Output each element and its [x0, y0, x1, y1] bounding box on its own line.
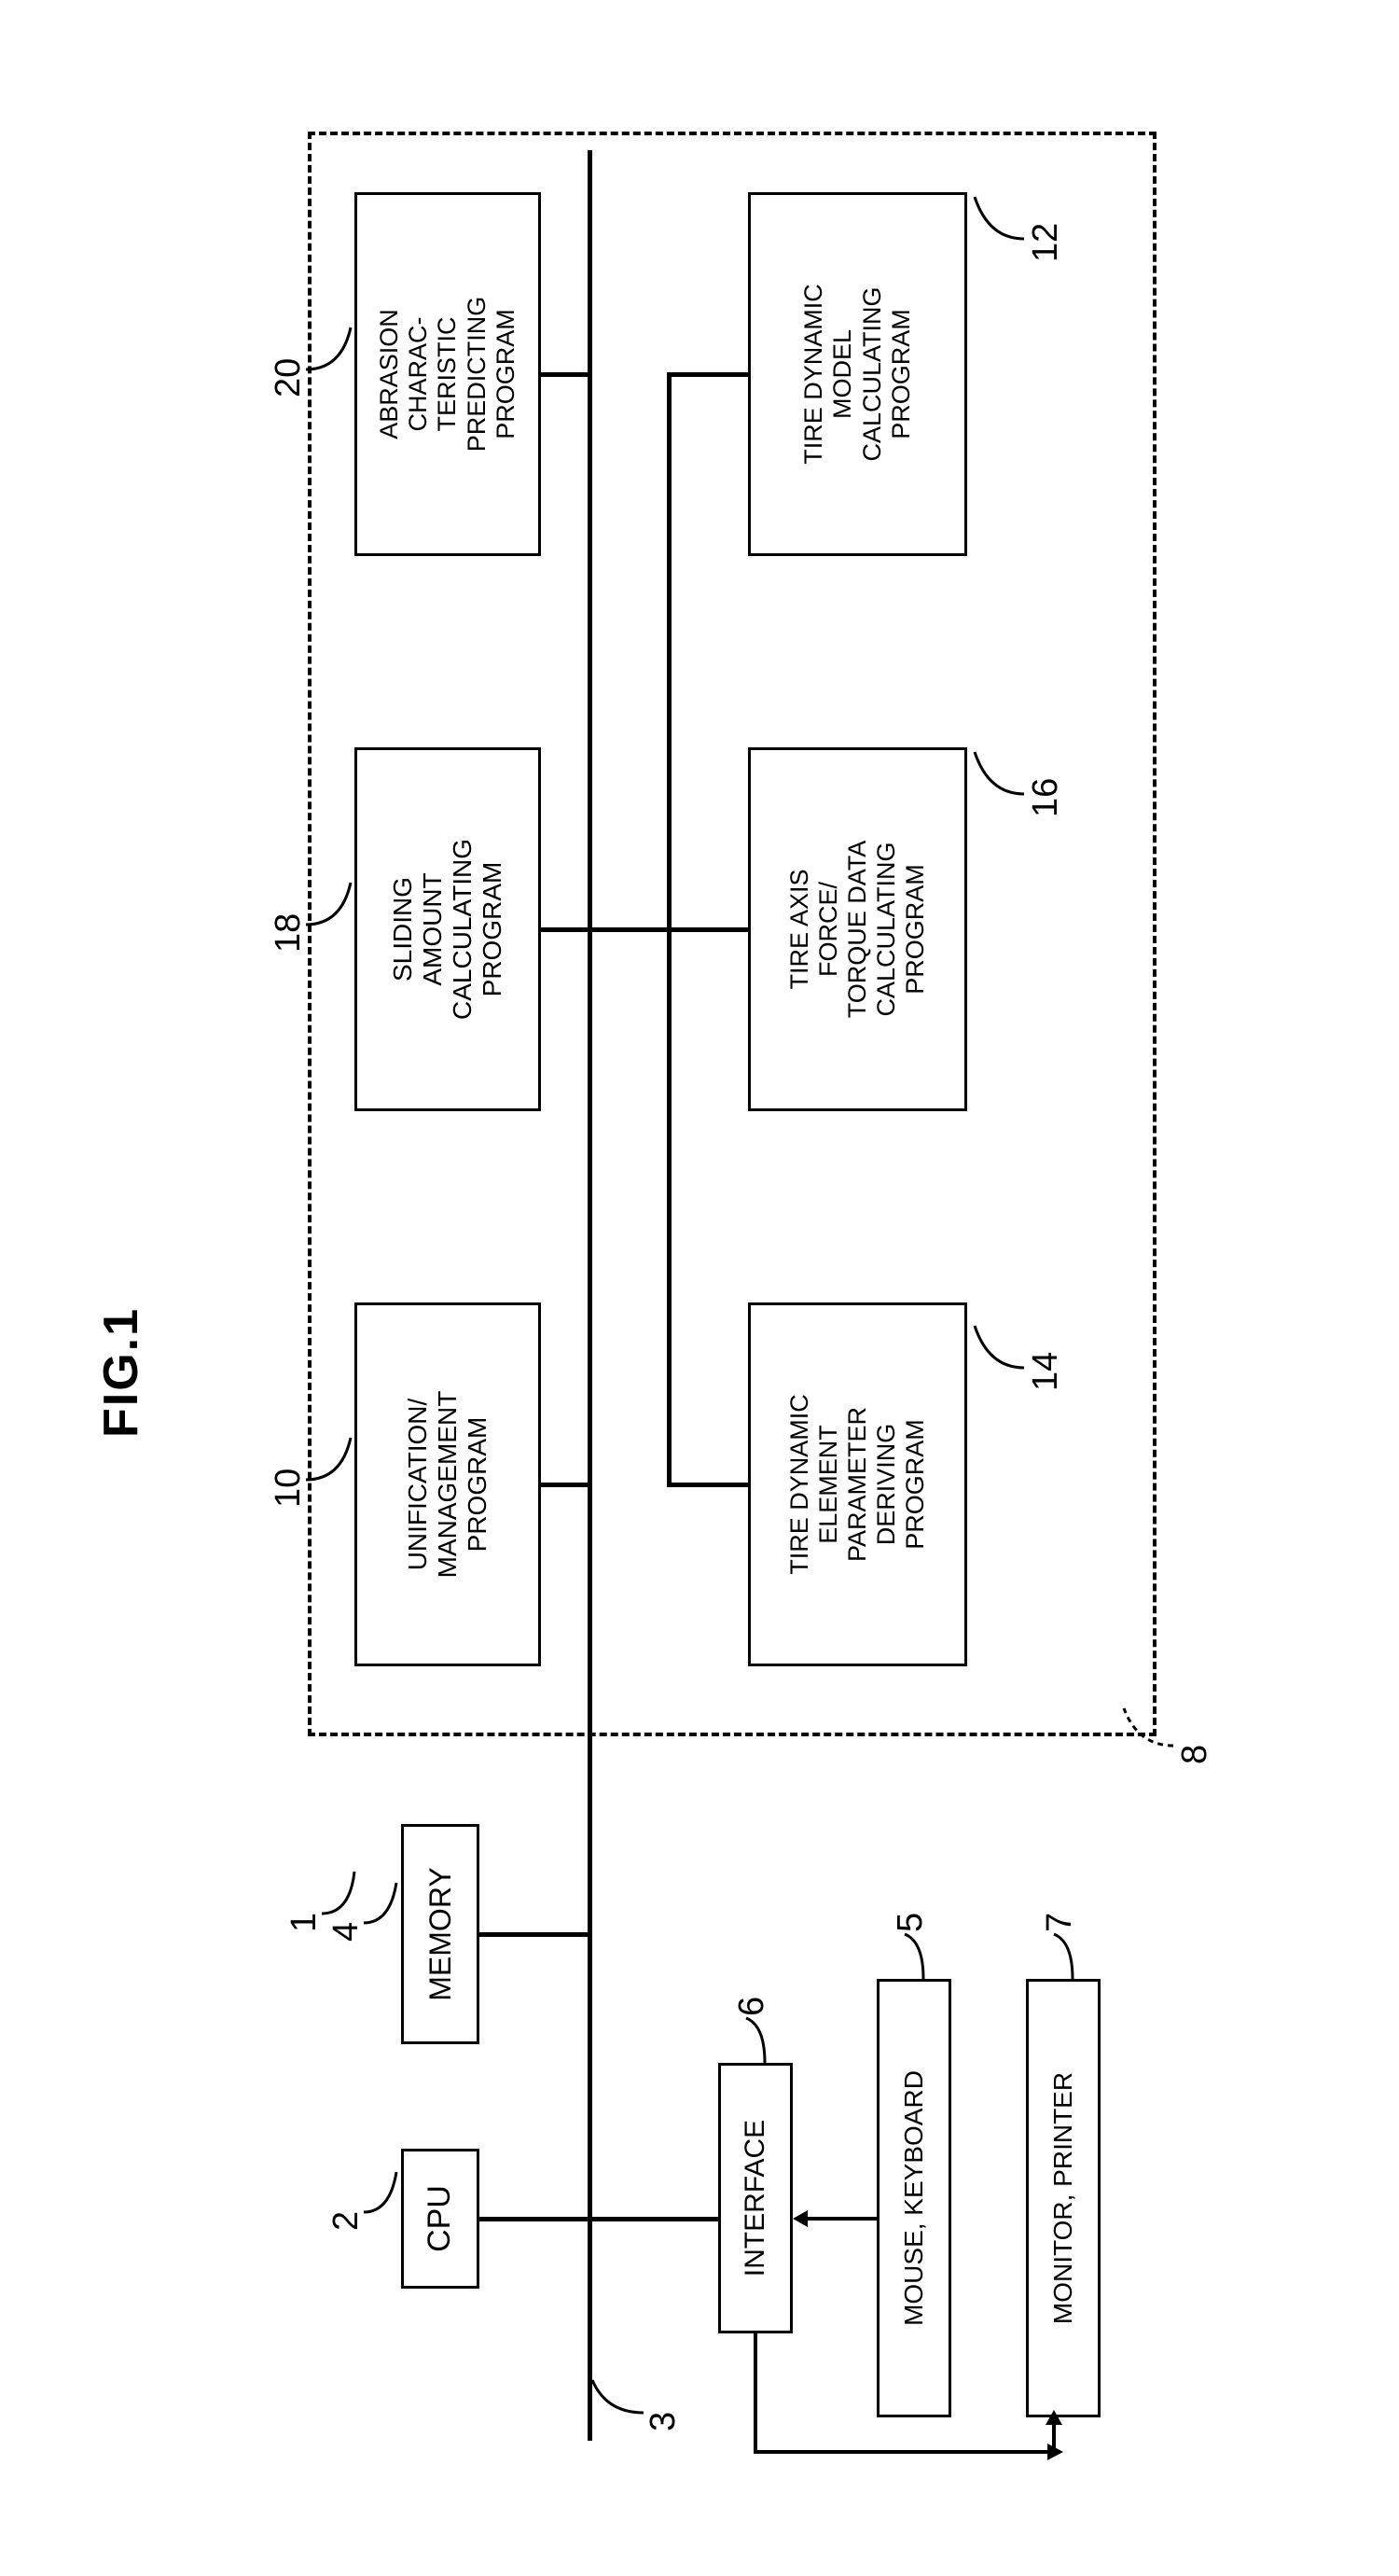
label-16: 16 — [1026, 778, 1066, 817]
cpu-box: CPU — [401, 2149, 479, 2289]
label-4: 4 — [326, 1922, 367, 1942]
box-16-text: TIRE AXIS FORCE/ TORQUE DATA CALCULATING… — [785, 841, 930, 1019]
branch-down — [590, 927, 670, 932]
label-10: 10 — [269, 1469, 309, 1508]
monitor-printer-text: MONITOR, PRINTER — [1048, 2072, 1078, 2324]
stub-16d — [670, 927, 751, 932]
lead-2 — [364, 2161, 401, 2217]
label-20: 20 — [269, 358, 309, 397]
box-12-text: TIRE DYNAMIC MODEL CALCULATING PROGRAM — [799, 284, 915, 465]
cpu-text: CPU — [422, 2185, 458, 2252]
mouse-keyboard-text: MOUSE, KEYBOARD — [899, 2070, 929, 2326]
box-10-text: UNIFICATION/ MANAGEMENT PROGRAM — [403, 1391, 493, 1579]
box-18-text: SLIDING AMOUNT CALCULATING PROGRAM — [388, 839, 508, 1020]
memory-box: MEMORY — [401, 1824, 479, 2044]
memory-stub — [479, 1932, 589, 1937]
lead-14 — [970, 1316, 1026, 1372]
stub-20 — [541, 372, 589, 377]
memory-text: MEMORY — [423, 1867, 458, 2000]
lead-20 — [306, 318, 354, 374]
lead-12 — [970, 188, 1026, 244]
figure-page: FIG.1 1 CPU 2 MEMORY 4 3 — [37, 37, 1362, 2539]
label-18: 18 — [269, 913, 309, 953]
lead-7 — [1054, 1928, 1082, 1979]
interface-stub — [590, 2217, 721, 2221]
stub-14d — [667, 1483, 751, 1487]
label-2: 2 — [326, 2211, 367, 2231]
box-18: SLIDING AMOUNT CALCULATING PROGRAM — [354, 747, 541, 1111]
stub-18 — [541, 927, 589, 932]
interface-text: INTERFACE — [740, 2120, 772, 2277]
box-12: TIRE DYNAMIC MODEL CALCULATING PROGRAM — [748, 192, 967, 556]
box-20-text: ABRASION CHARAC- TERISTIC PREDICTING PRO… — [375, 297, 519, 453]
lead-16 — [970, 743, 1026, 799]
lead-18 — [306, 873, 354, 929]
box-20: ABRASION CHARAC- TERISTIC PREDICTING PRO… — [354, 192, 541, 556]
label-8: 8 — [1175, 1745, 1215, 1764]
box-16: TIRE AXIS FORCE/ TORQUE DATA CALCULATING… — [748, 747, 967, 1111]
lead-5 — [905, 1928, 933, 1979]
label-3: 3 — [644, 2412, 684, 2431]
label-12: 12 — [1026, 223, 1066, 262]
figure-title: FIG.1 — [93, 1307, 149, 1438]
lead-3 — [555, 2371, 648, 2417]
interface-box: INTERFACE — [718, 2063, 793, 2333]
cpu-stub — [479, 2217, 589, 2221]
lead-4 — [364, 1872, 401, 1928]
stub-10 — [541, 1483, 589, 1487]
lead-8 — [1119, 1699, 1175, 1750]
box-14-text: TIRE DYNAMIC ELEMENT PARAMETER DERIVING … — [785, 1394, 930, 1575]
label-1: 1 — [284, 1913, 325, 1932]
box-14: TIRE DYNAMIC ELEMENT PARAMETER DERIVING … — [748, 1302, 967, 1666]
arrow-if-to-mp — [751, 2326, 1068, 2466]
rotated-canvas: FIG.1 1 CPU 2 MEMORY 4 3 — [37, 37, 1362, 2539]
label-14: 14 — [1026, 1352, 1066, 1391]
lead-1 — [322, 1862, 359, 1918]
lead-6 — [746, 2012, 774, 2063]
stub-12d — [667, 372, 751, 377]
arrow-mk-to-if — [793, 2207, 881, 2231]
box-10: UNIFICATION/ MANAGEMENT PROGRAM — [354, 1302, 541, 1666]
lead-10 — [306, 1428, 354, 1484]
